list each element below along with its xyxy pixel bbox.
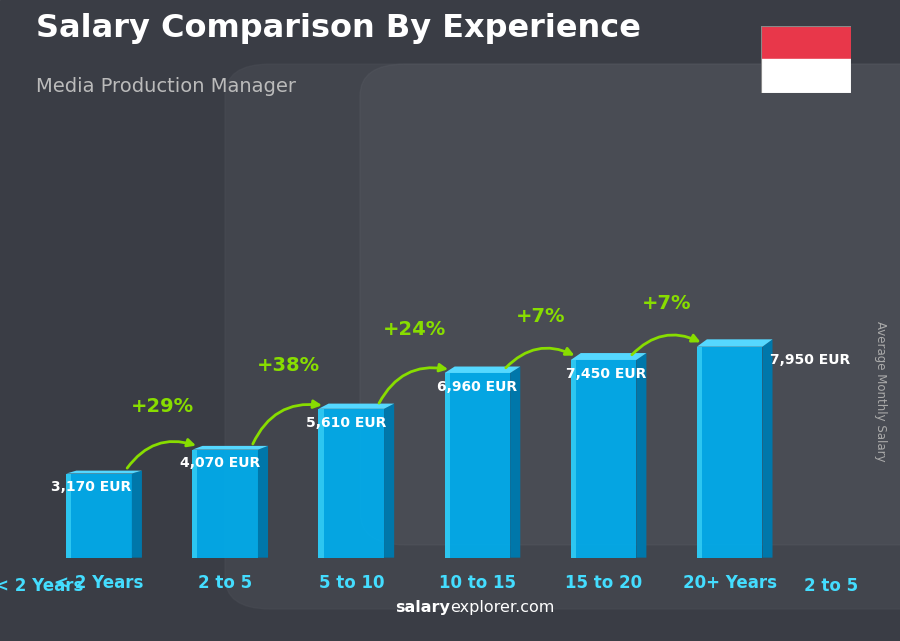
Polygon shape (258, 446, 268, 558)
Polygon shape (319, 409, 323, 558)
Text: 10 to 15: 10 to 15 (439, 574, 516, 592)
Text: +24%: +24% (382, 320, 446, 339)
Polygon shape (67, 474, 131, 558)
Polygon shape (510, 367, 520, 558)
Bar (760, 60, 850, 93)
Bar (760, 26, 850, 60)
Polygon shape (636, 353, 646, 558)
Polygon shape (762, 339, 772, 558)
Text: 2 to 5: 2 to 5 (198, 574, 252, 592)
Text: +29%: +29% (130, 397, 194, 416)
FancyBboxPatch shape (360, 64, 900, 545)
Polygon shape (445, 367, 520, 373)
Text: +7%: +7% (516, 307, 565, 326)
Text: 5,610 EUR: 5,610 EUR (306, 416, 386, 430)
Polygon shape (319, 404, 394, 409)
Text: 7,950 EUR: 7,950 EUR (770, 353, 850, 367)
Polygon shape (697, 347, 702, 558)
Polygon shape (571, 360, 576, 558)
Text: 7,450 EUR: 7,450 EUR (566, 367, 646, 381)
Text: 4,070 EUR: 4,070 EUR (180, 456, 260, 470)
Text: explorer.com: explorer.com (450, 601, 554, 615)
Text: 5 to 10: 5 to 10 (319, 574, 384, 592)
Polygon shape (445, 373, 450, 558)
Text: salary: salary (395, 601, 450, 615)
Polygon shape (131, 470, 142, 558)
Polygon shape (193, 446, 268, 450)
Text: < 2 Years: < 2 Years (0, 577, 83, 595)
Text: 6,960 EUR: 6,960 EUR (437, 380, 518, 394)
Polygon shape (193, 450, 258, 558)
Polygon shape (571, 353, 646, 360)
Polygon shape (571, 360, 636, 558)
Text: Average Monthly Salary: Average Monthly Salary (874, 320, 886, 462)
Polygon shape (319, 409, 384, 558)
Polygon shape (67, 470, 142, 474)
Text: 20+ Years: 20+ Years (682, 574, 777, 592)
Polygon shape (67, 474, 71, 558)
Text: Salary Comparison By Experience: Salary Comparison By Experience (36, 13, 641, 44)
Polygon shape (445, 373, 510, 558)
Polygon shape (697, 347, 762, 558)
Text: +38%: +38% (256, 356, 320, 375)
Polygon shape (697, 339, 772, 347)
Text: +7%: +7% (642, 294, 691, 313)
Polygon shape (384, 404, 394, 558)
Text: Media Production Manager: Media Production Manager (36, 77, 296, 96)
Polygon shape (193, 450, 197, 558)
Text: 2 to 5: 2 to 5 (804, 577, 858, 595)
Text: 15 to 20: 15 to 20 (565, 574, 642, 592)
FancyBboxPatch shape (225, 64, 900, 609)
Text: < 2 Years: < 2 Years (55, 574, 143, 592)
Text: 3,170 EUR: 3,170 EUR (51, 480, 131, 494)
